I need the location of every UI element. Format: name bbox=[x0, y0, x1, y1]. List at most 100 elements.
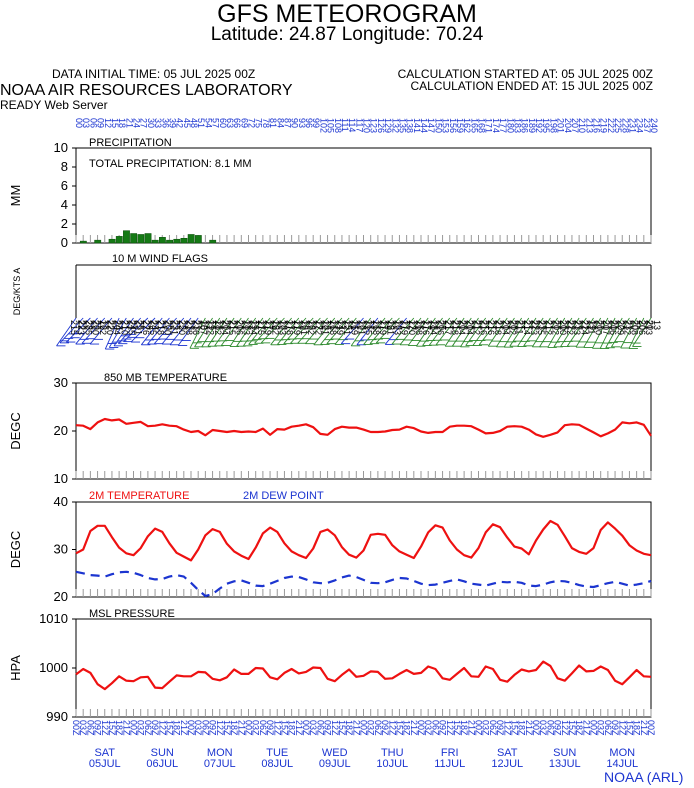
wind-speed-label: 21 bbox=[544, 320, 554, 330]
wind-direction-label: 213 bbox=[242, 320, 252, 335]
t850-y-tick-label: 20 bbox=[54, 423, 68, 438]
forecast-hour-label: 123 bbox=[369, 118, 379, 133]
wind-barb bbox=[290, 317, 314, 344]
forecast-hour-label: 111 bbox=[340, 118, 350, 132]
wind-speed-label: 18 bbox=[278, 320, 288, 330]
wind-direction-label: 214 bbox=[579, 320, 589, 335]
wind-speed-label: 16 bbox=[307, 320, 317, 330]
wind-direction-label: 212 bbox=[565, 320, 575, 335]
utc-time-label: 03Z bbox=[481, 720, 491, 736]
wind-barb bbox=[444, 317, 465, 347]
forecast-hour-label: 183 bbox=[512, 118, 522, 133]
utc-time-label: 21Z bbox=[351, 720, 361, 736]
utc-time-label: 15Z bbox=[279, 720, 289, 736]
wind-direction-label: 218 bbox=[328, 320, 338, 335]
wind-direction-label: 204 bbox=[112, 320, 122, 335]
wind-barb bbox=[517, 317, 537, 347]
utc-time-label: 15Z bbox=[337, 720, 347, 736]
wind-barb bbox=[422, 317, 443, 346]
forecast-hour-label: 15 bbox=[110, 118, 120, 128]
forecast-hour-label: 90 bbox=[290, 118, 300, 128]
day-weekday-label: THU bbox=[381, 747, 404, 759]
wind-direction-label: 222 bbox=[306, 320, 316, 335]
day-weekday-label: FRI bbox=[441, 747, 459, 759]
wind-speed-label: 21 bbox=[523, 320, 533, 330]
wind-speed-label: 20 bbox=[465, 320, 475, 330]
precip-bar bbox=[187, 234, 195, 244]
wind-direction-label: 219 bbox=[378, 320, 388, 335]
t850-line bbox=[75, 417, 652, 438]
forecast-hour-label: 120 bbox=[362, 118, 372, 133]
wind-speed-label: 23 bbox=[170, 320, 180, 330]
wind-direction-label: 220 bbox=[407, 320, 417, 335]
wind-barb bbox=[161, 317, 185, 345]
forecast-hour-label: 195 bbox=[541, 118, 551, 133]
wind-direction-label: 215 bbox=[256, 320, 266, 335]
precip-bar bbox=[94, 239, 102, 244]
utc-time-label: 06Z bbox=[258, 720, 268, 736]
wind-barb bbox=[177, 317, 199, 346]
forecast-hour-label: 180 bbox=[505, 118, 515, 133]
wind-speed-label: 21 bbox=[451, 320, 461, 330]
forecast-hour-label: 102 bbox=[318, 118, 328, 133]
wind-barb bbox=[375, 317, 400, 344]
wind-speed-label: 20 bbox=[508, 320, 518, 330]
precip-y-tick-label: 2 bbox=[61, 216, 68, 231]
wind-direction-label: 210 bbox=[558, 320, 568, 335]
utc-time-label: 21Z bbox=[581, 720, 591, 736]
wind-barb bbox=[277, 317, 300, 345]
t850-title: 850 MB TEMPERATURE bbox=[104, 372, 227, 384]
wind-speed-label: 25 bbox=[178, 320, 188, 330]
pressure-y-tick-label: 1010 bbox=[39, 611, 68, 626]
pressure-y-tick-label: 1000 bbox=[39, 660, 68, 675]
utc-time-label: 15Z bbox=[509, 720, 519, 736]
wind-direction-label: 206 bbox=[608, 320, 618, 335]
wind-speed-label: 22 bbox=[106, 320, 116, 330]
wind-barb bbox=[283, 317, 307, 344]
utc-time-label: 06Z bbox=[315, 720, 325, 736]
dewpoint-legend: 2M DEW POINT bbox=[243, 490, 324, 502]
forecast-hour-label: 63 bbox=[225, 118, 235, 128]
calc-started: CALCULATION STARTED AT: 05 JUL 2025 00Z bbox=[397, 67, 653, 81]
wind-speed-label: 20 bbox=[551, 320, 561, 330]
forecast-hour-label: 93 bbox=[297, 118, 307, 128]
wind-direction-label: 209 bbox=[615, 320, 625, 335]
wind-barb bbox=[254, 317, 278, 344]
wind-speed-label: 22 bbox=[77, 320, 87, 330]
wind-barb bbox=[248, 317, 271, 345]
wind-speed-label: 17 bbox=[257, 320, 267, 330]
wind-direction-label: 207 bbox=[601, 320, 611, 335]
utc-time-label: 21Z bbox=[524, 720, 534, 736]
utc-time-label: 09Z bbox=[380, 720, 390, 736]
wind-speed-label: 17 bbox=[285, 320, 295, 330]
wind-barb bbox=[428, 317, 451, 346]
wind-speed-label: 28 bbox=[84, 320, 94, 330]
utc-time-label: 18Z bbox=[229, 720, 239, 736]
wind-barb bbox=[320, 317, 343, 345]
wind-speed-label: 24 bbox=[127, 320, 137, 330]
utc-time-label: 00Z bbox=[244, 720, 254, 736]
wind-direction-label: 218 bbox=[371, 320, 381, 335]
wind-speed-label: 21 bbox=[120, 320, 130, 330]
wind-title: 10 M WIND FLAGS bbox=[112, 253, 208, 265]
page-title: GFS METEOROGRAM bbox=[217, 0, 477, 28]
utc-time-label: 15Z bbox=[164, 720, 174, 736]
wind-barb bbox=[66, 317, 91, 343]
wind-direction-label: 219 bbox=[349, 320, 359, 335]
wind-direction-label: 212 bbox=[543, 320, 553, 335]
forecast-hour-label: 207 bbox=[570, 118, 580, 133]
wind-speed-label: 16 bbox=[329, 320, 339, 330]
wind-speed-label: 16 bbox=[386, 320, 396, 330]
day-weekday-label: SUN bbox=[553, 747, 576, 759]
wind-barb bbox=[509, 317, 530, 347]
forecast-hour-label: 09 bbox=[96, 118, 106, 128]
wind-barb bbox=[399, 317, 422, 346]
day-date-label: 13JUL bbox=[549, 758, 581, 770]
wind-barb bbox=[503, 317, 523, 348]
wind-direction-label: 220 bbox=[162, 320, 172, 335]
forecast-hour-label: 219 bbox=[599, 118, 609, 133]
day-weekday-label: MON bbox=[207, 747, 233, 759]
wind-barb bbox=[523, 317, 544, 347]
wind-direction-label: 214 bbox=[457, 320, 467, 335]
dewpoint-line bbox=[75, 570, 652, 598]
